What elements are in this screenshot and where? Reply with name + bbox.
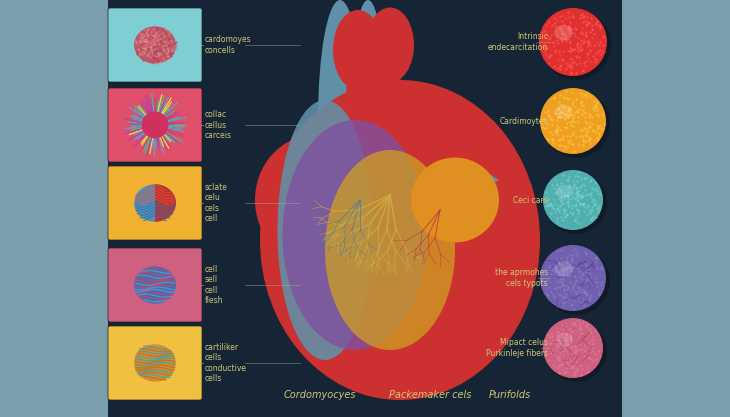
FancyBboxPatch shape: [108, 8, 202, 82]
Ellipse shape: [134, 26, 176, 64]
Text: Cardimoytes: Cardimoytes: [499, 116, 548, 126]
Text: Mipact celus
Purkinleje fibers: Mipact celus Purkinleje fibers: [486, 338, 548, 358]
Ellipse shape: [542, 90, 610, 158]
Ellipse shape: [347, 50, 402, 130]
Text: cartiliker
cells
conductive
cells: cartiliker cells conductive cells: [205, 343, 247, 383]
Ellipse shape: [420, 169, 500, 201]
Ellipse shape: [350, 0, 386, 230]
Ellipse shape: [555, 104, 573, 119]
Ellipse shape: [545, 172, 607, 234]
FancyBboxPatch shape: [496, 190, 518, 224]
Ellipse shape: [134, 344, 176, 382]
Ellipse shape: [542, 247, 610, 315]
FancyBboxPatch shape: [108, 248, 202, 322]
Text: cardomoyes
concells: cardomoyes concells: [205, 35, 252, 55]
Ellipse shape: [139, 30, 158, 48]
Ellipse shape: [555, 261, 573, 276]
Ellipse shape: [556, 185, 573, 198]
Ellipse shape: [255, 135, 375, 265]
Ellipse shape: [134, 266, 176, 304]
Text: Intrinsic
endecarcitation: Intrinsic endecarcitation: [488, 32, 548, 52]
FancyBboxPatch shape: [622, 0, 730, 417]
Ellipse shape: [545, 320, 607, 382]
Text: collac
cellus
carceis: collac cellus carceis: [205, 110, 232, 140]
Ellipse shape: [411, 158, 499, 243]
Ellipse shape: [543, 318, 603, 378]
Text: cell
sell
cell
flesh: cell sell cell flesh: [205, 265, 223, 305]
Text: Packemaker cels: Packemaker cels: [389, 390, 471, 400]
Ellipse shape: [543, 170, 603, 230]
Ellipse shape: [318, 0, 362, 240]
Text: Ceci cars: Ceci cars: [513, 196, 548, 204]
Ellipse shape: [539, 8, 607, 76]
Polygon shape: [155, 184, 176, 222]
Text: sclate
celu
cels
cell: sclate celu cels cell: [205, 183, 228, 223]
Ellipse shape: [554, 25, 573, 40]
Ellipse shape: [540, 245, 606, 311]
Ellipse shape: [136, 108, 174, 142]
Ellipse shape: [333, 10, 383, 90]
Text: Cordomyocyes: Cordomyocyes: [284, 390, 356, 400]
FancyBboxPatch shape: [108, 326, 202, 400]
Ellipse shape: [134, 184, 176, 222]
Ellipse shape: [556, 333, 573, 347]
FancyBboxPatch shape: [0, 0, 108, 417]
FancyBboxPatch shape: [108, 166, 202, 240]
Ellipse shape: [277, 100, 372, 360]
Text: the aprmohes
cels typots: the aprmohes cels typots: [495, 268, 548, 288]
Ellipse shape: [325, 150, 455, 350]
Ellipse shape: [540, 88, 606, 154]
Ellipse shape: [283, 120, 428, 350]
Ellipse shape: [489, 181, 511, 203]
FancyBboxPatch shape: [108, 88, 202, 162]
Ellipse shape: [260, 80, 540, 400]
Text: Purifolds: Purifolds: [489, 390, 531, 400]
Ellipse shape: [366, 8, 414, 83]
Ellipse shape: [541, 10, 611, 80]
